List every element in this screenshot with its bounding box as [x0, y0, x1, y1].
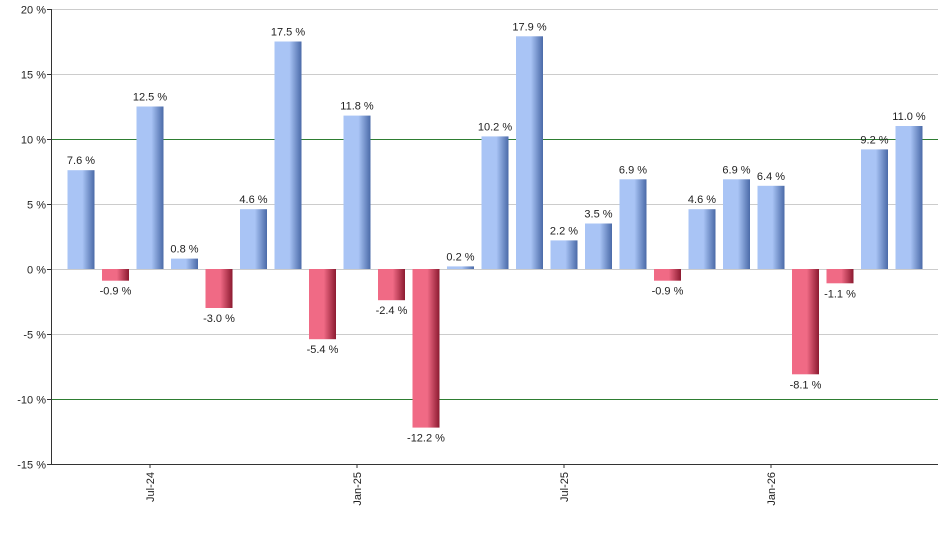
- bar: [550, 240, 578, 269]
- y-tick-label: -10 %: [17, 395, 46, 407]
- bar-value-label: 4.6 %: [239, 194, 267, 206]
- bar: [688, 209, 716, 269]
- bar-value-label: -8.1 %: [790, 379, 822, 391]
- bar-value-label: -2.4 %: [376, 305, 408, 317]
- bar-value-label: 12.5 %: [133, 92, 167, 104]
- bar-value-label: 6.9 %: [619, 164, 647, 176]
- bar-value-label: 3.5 %: [584, 209, 612, 221]
- labels-layer: -15 % -10 % -5 % 0 % 5 % 10 % 15 % 20 % 7.6 % -0.…: [17, 5, 926, 506]
- bar: [585, 223, 612, 269]
- bar-value-label: 9.2 %: [860, 134, 888, 146]
- y-tick-label: 20 %: [21, 5, 46, 17]
- bar: [516, 36, 543, 269]
- bar-value-label: -12.2 %: [407, 433, 445, 445]
- bar-value-label: 17.9 %: [512, 21, 546, 33]
- bar-value-label: 7.6 %: [67, 155, 95, 167]
- bar-value-label: -5.4 %: [307, 344, 339, 356]
- bar: [378, 269, 405, 301]
- x-tick-label: Jan-26: [766, 472, 778, 506]
- bar-value-label: 0.2 %: [446, 251, 474, 263]
- bar: [412, 269, 440, 428]
- bar: [205, 269, 233, 308]
- x-tick-label: Jan-25: [352, 472, 364, 506]
- bar: [274, 41, 302, 269]
- bar-value-label: -0.9 %: [100, 286, 132, 298]
- bar: [723, 179, 750, 269]
- y-tick-label: -5 %: [23, 330, 46, 342]
- bar-value-label: -1.1 %: [824, 288, 856, 300]
- bar: [171, 258, 198, 269]
- bar-value-label: 4.6 %: [688, 194, 716, 206]
- bar: [136, 106, 164, 269]
- bar-value-label: 6.9 %: [722, 164, 750, 176]
- bar: [757, 185, 785, 269]
- bar-value-label: 0.8 %: [170, 244, 198, 256]
- bar: [826, 269, 854, 284]
- y-tick-label: 10 %: [21, 135, 46, 147]
- bar-value-label: 11.8 %: [340, 101, 374, 113]
- axis-layer: [47, 9, 938, 468]
- bar: [309, 269, 336, 340]
- bar: [895, 126, 923, 269]
- bar-value-label: -3.0 %: [203, 313, 235, 325]
- x-tick-label: Jul-25: [559, 472, 571, 502]
- bar: [861, 149, 888, 269]
- bar: [792, 269, 819, 375]
- bar-value-label: 17.5 %: [271, 27, 305, 39]
- x-tick-label: Jul-24: [145, 472, 157, 502]
- bar: [481, 136, 509, 269]
- bar: [619, 179, 647, 269]
- y-tick-label: 0 %: [27, 265, 46, 277]
- bar: [654, 269, 681, 281]
- bar: [67, 170, 95, 269]
- bar-value-label: 6.4 %: [757, 171, 785, 183]
- bars-layer: [67, 36, 923, 428]
- bar-value-label: 2.2 %: [550, 225, 578, 237]
- bar: [343, 115, 371, 269]
- bar-value-label: 11.0 %: [892, 111, 926, 123]
- y-tick-label: 5 %: [27, 200, 46, 212]
- bar: [447, 266, 474, 269]
- y-tick-label: -15 %: [17, 460, 46, 472]
- bar-value-label: -0.9 %: [652, 286, 684, 298]
- bar-value-label: 10.2 %: [478, 121, 512, 133]
- bar: [240, 209, 267, 269]
- y-tick-label: 15 %: [21, 70, 46, 82]
- bar: [102, 269, 129, 281]
